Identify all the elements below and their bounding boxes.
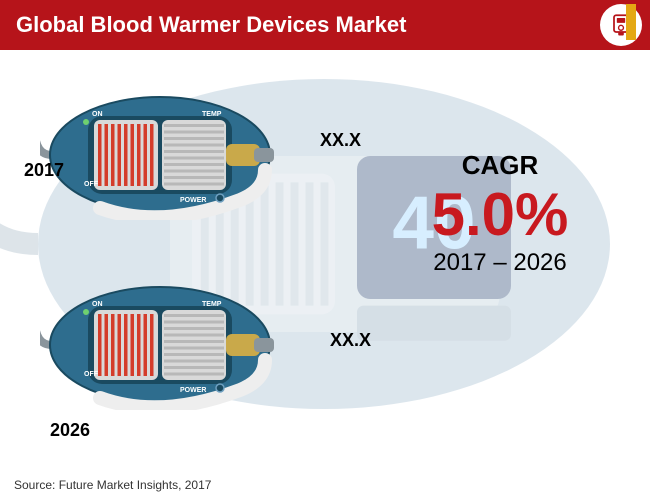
- accent-bar: [626, 4, 636, 40]
- infographic-container: Global Blood Warmer Devices Market 40 ON…: [0, 0, 650, 500]
- cagr-block: CAGR 5.0% 2017 – 2026: [390, 150, 610, 277]
- svg-text:ON: ON: [92, 301, 103, 308]
- svg-text:POWER: POWER: [180, 197, 206, 204]
- cagr-label: CAGR: [390, 150, 610, 181]
- header-bar: Global Blood Warmer Devices Market: [0, 0, 650, 50]
- value-label-2026: XX.X: [330, 330, 371, 351]
- header-title: Global Blood Warmer Devices Market: [16, 12, 406, 38]
- value-label-2017: XX.X: [320, 130, 361, 151]
- svg-text:TEMP: TEMP: [202, 111, 222, 118]
- svg-text:OFF: OFF: [84, 181, 99, 188]
- device-2017: ON OFF TEMP POWER: [40, 90, 280, 220]
- content-area: ONOFFTEMPPOWER 2017 XX.X ONOFFTEMPPOWER …: [0, 50, 650, 500]
- source-text: Source: Future Market Insights, 2017: [14, 478, 211, 492]
- device-2026: ON OFF TEMP POWER: [40, 280, 280, 410]
- cagr-period: 2017 – 2026: [390, 249, 610, 277]
- year-label-2026: 2026: [50, 420, 90, 441]
- svg-text:POWER: POWER: [180, 387, 206, 394]
- year-label-2017: 2017: [24, 160, 64, 181]
- device-icon: [600, 4, 642, 46]
- cagr-value: 5.0%: [390, 185, 610, 245]
- svg-text:OFF: OFF: [84, 371, 99, 378]
- svg-text:ON: ON: [92, 111, 103, 118]
- svg-text:TEMP: TEMP: [202, 301, 222, 308]
